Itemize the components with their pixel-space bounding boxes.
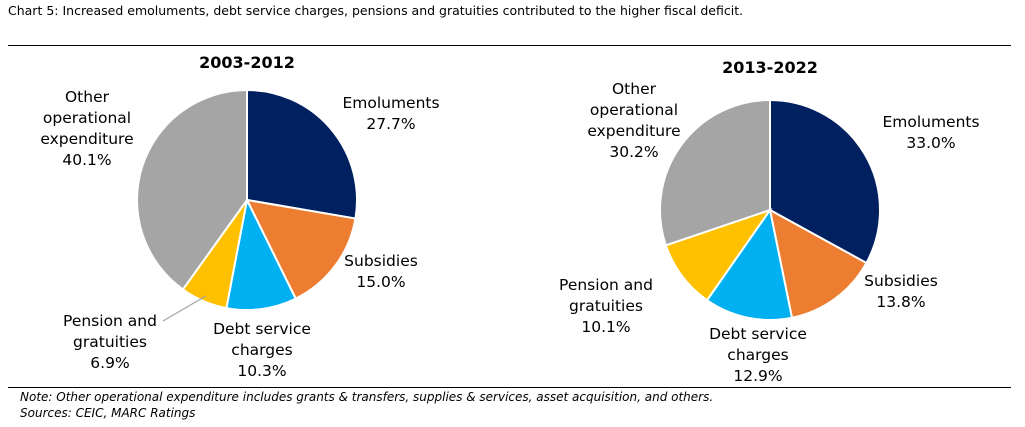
slice-label-debt-service-charges: Debt service charges 12.9% [709,325,807,385]
pie-slice-emoluments [246,88,358,220]
slice-label-other-operational-expenditure: Other operational expenditure 40.1% [40,88,133,169]
slice-label-subsidies: Subsidies 15.0% [344,252,418,291]
pie-slice-emoluments [769,98,881,265]
slice-label-line: operational [43,109,131,127]
pie-chart-2003-2012: 2003-2012 Emoluments 27.7% Subsidies 15.0% De… [40,53,439,380]
pie-chart-2013-2022: 2013-2022 Emoluments 33.0% Subsidies 13.8% De… [559,58,980,385]
slice-label-line: 12.9% [733,367,782,385]
slice-label-line: operational [590,101,678,119]
slice-label-line: Pension and [559,276,653,294]
slice-label-line: 10.3% [237,362,286,380]
chart-title: Chart 5: Increased emoluments, debt serv… [8,3,744,18]
pie-slice-subsidies [768,208,868,319]
slice-label-line: Debt service [213,320,311,338]
slice-label-line: charges [727,346,788,364]
slice-label-line: gratuities [569,297,643,315]
pie-title: 2003-2012 [199,53,295,72]
slice-label-line: 40.1% [62,151,111,169]
slice-label-pension-and-gratuities: Pension and gratuities 6.9% [63,312,157,372]
slice-label-line: gratuities [73,333,147,351]
slice-label-line: expenditure [40,130,133,148]
slice-label-emoluments: Emoluments 27.7% [342,94,439,133]
slice-label-pension-and-gratuities: Pension and gratuities 10.1% [559,276,653,336]
slice-label-line: Other [65,88,110,106]
slice-label-line: Subsidies [864,272,938,290]
slice-label-line: Emoluments [342,94,439,112]
slice-label-line: 10.1% [581,318,630,336]
slice-label-line: 15.0% [356,273,405,291]
slice-label-line: 30.2% [609,143,658,161]
leader-line [162,295,207,322]
slice-label-other-operational-expenditure: Other operational expenditure 30.2% [587,80,680,161]
footnote-sources: Sources: CEIC, MARC Ratings [20,406,196,420]
pie-slice-subsidies [245,198,357,300]
pie-slice-debt-service-charges [705,207,794,321]
slice-label-line: 13.8% [876,293,925,311]
pie-slice-other-operational-expenditure [135,88,248,291]
slice-label-line: 6.9% [90,354,129,372]
slice-label-line: Other [612,80,657,98]
pie-slice-debt-service-charges [225,196,298,311]
slice-label-subsidies: Subsidies 13.8% [864,272,938,311]
slice-label-debt-service-charges: Debt service charges 10.3% [213,320,311,380]
slice-label-line: Debt service [709,325,807,343]
slice-label-line: charges [231,341,292,359]
slice-label-line: Emoluments [882,113,979,131]
slice-label-emoluments: Emoluments 33.0% [882,113,979,152]
top-divider [8,45,1011,46]
pie-title: 2013-2022 [722,58,818,77]
bottom-divider [8,387,1011,388]
pie-slice-other-operational-expenditure [659,98,771,247]
slice-label-line: Pension and [63,312,157,330]
slice-label-line: Subsidies [344,252,418,270]
slice-label-line: 27.7% [366,115,415,133]
slice-label-line: 33.0% [906,134,955,152]
footnote-note: Note: Other operational expenditure incl… [20,390,714,404]
slice-label-line: expenditure [587,122,680,140]
